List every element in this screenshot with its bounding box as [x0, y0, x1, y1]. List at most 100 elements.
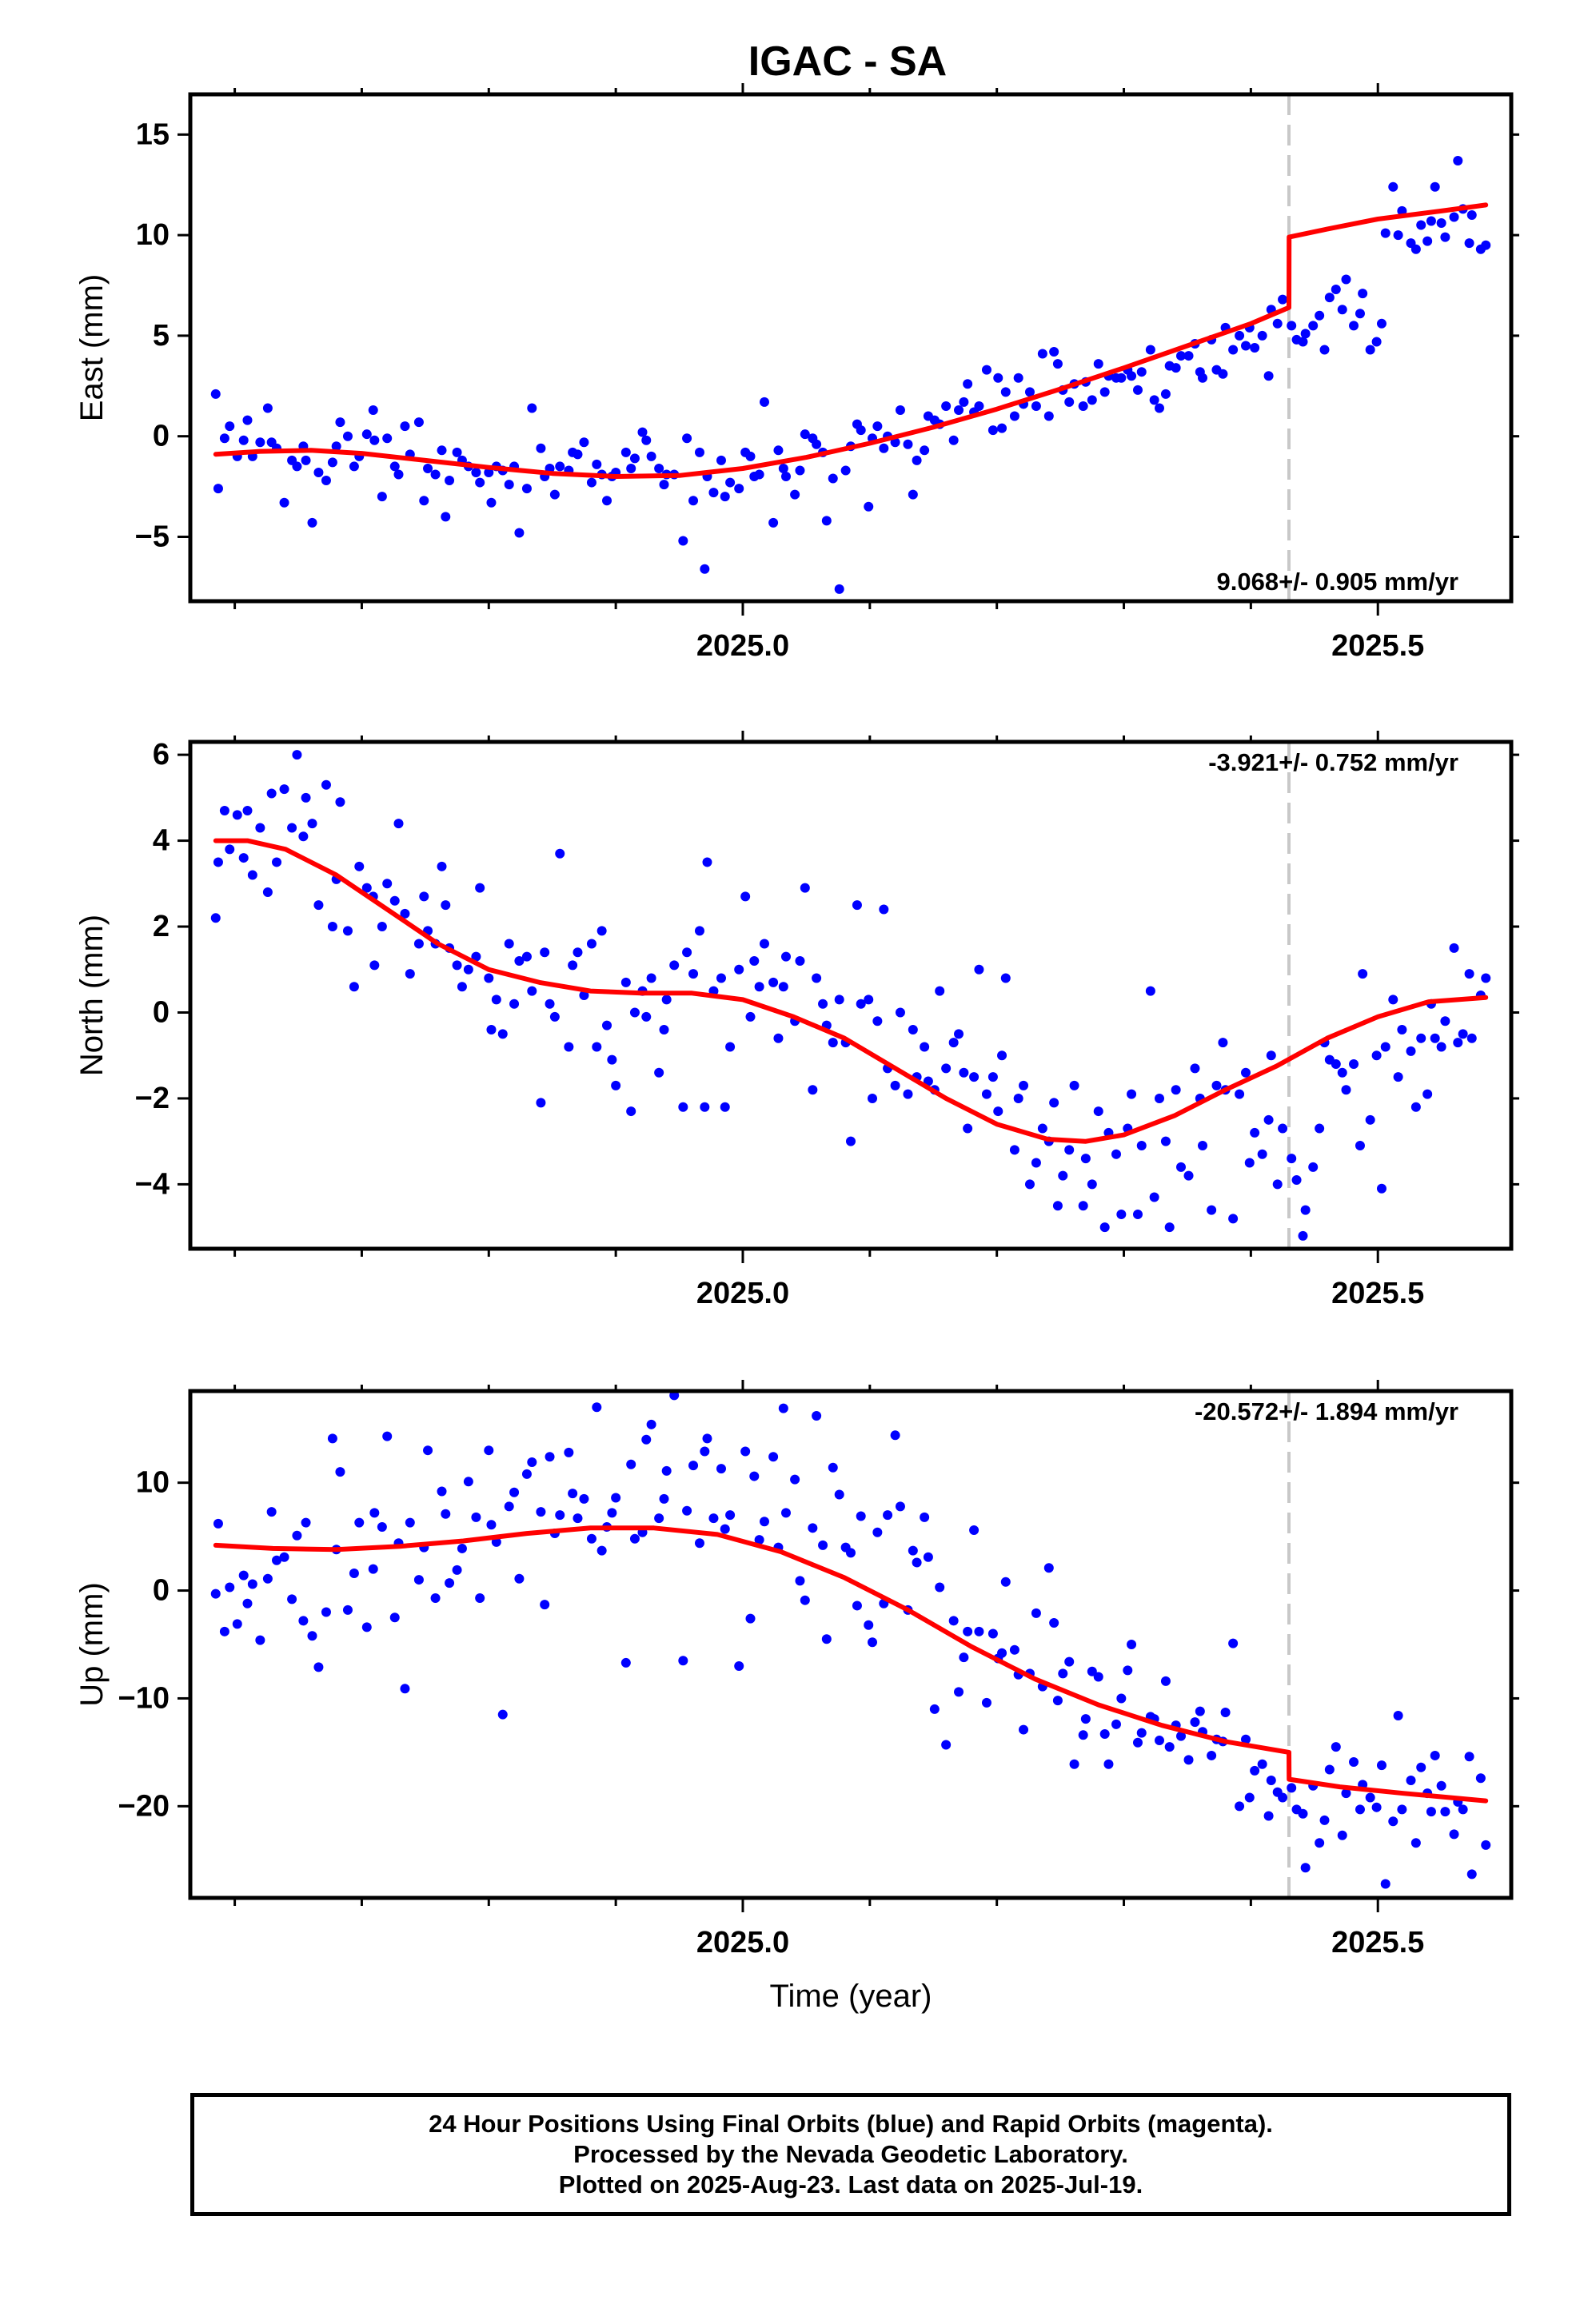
up-data-point [1393, 1711, 1403, 1721]
east-data-point [1127, 371, 1137, 381]
up-data-point [1123, 1665, 1133, 1676]
east-data-point [1436, 218, 1446, 229]
up-data-point [808, 1523, 818, 1533]
north-data-point [812, 973, 822, 983]
panels: −5 0 5 10 15 2025.0 2025.5 East (mm) 9.068+/- 0.… [74, 83, 1519, 2014]
up-data-point [1278, 1792, 1288, 1803]
east-data-point [1430, 181, 1440, 192]
north-data-point [720, 1102, 730, 1112]
north-data-point [1009, 1145, 1019, 1155]
up-data-point [1266, 1775, 1276, 1785]
east-data-point [573, 449, 583, 460]
up-panel: −20 −10 0 10 2025.0 2025.5 Up (mm) -20.572+/- 1… [74, 1380, 1519, 2014]
north-data-point [382, 879, 393, 889]
north-data-point [1099, 1222, 1110, 1233]
north-data-point [1355, 1141, 1365, 1151]
north-data-point [349, 982, 359, 992]
east-data-point [1145, 345, 1155, 355]
up-data-point [1355, 1804, 1365, 1815]
up-data-point [626, 1459, 636, 1469]
north-data-point [768, 977, 779, 987]
north-data-point [895, 1007, 905, 1018]
north-data-point [486, 1024, 497, 1034]
up-data-point [974, 1626, 984, 1636]
east-data-point [1308, 321, 1319, 331]
east-data-point [342, 431, 353, 441]
up-data-point [592, 1402, 602, 1413]
up-data-point [1241, 1734, 1251, 1744]
east-data-point [1341, 274, 1351, 285]
east-data-point [292, 461, 302, 472]
east-data-point [1416, 220, 1426, 230]
up-data-point [702, 1433, 712, 1444]
up-data-point [445, 1578, 455, 1589]
north-data-point [1341, 1085, 1351, 1095]
east-data-point [238, 435, 249, 445]
east-data-point [974, 401, 984, 411]
up-data-point [852, 1600, 862, 1611]
north-data-point [1149, 1192, 1159, 1202]
east-y-tick-label: 0 [153, 420, 170, 453]
east-data-point [327, 457, 337, 468]
east-data-point [452, 447, 462, 457]
east-data-point [997, 423, 1007, 433]
north-data-point [856, 999, 866, 1009]
up-data-point [912, 1557, 922, 1568]
east-data-point [700, 564, 710, 574]
up-data-point [821, 1634, 832, 1644]
up-data-point [504, 1501, 514, 1512]
east-data-point [637, 427, 648, 437]
north-data-point [579, 991, 589, 1000]
north-data-point [419, 891, 429, 902]
east-data-point [1257, 330, 1267, 341]
east-data-point [1218, 369, 1228, 379]
up-y-tick-label: −10 [118, 1681, 170, 1715]
north-y-tick-label: −4 [135, 1167, 170, 1201]
caption-line-3: Plotted on 2025-Aug-23. Last data on 202… [558, 2171, 1143, 2198]
north-panel: −4 −2 0 2 4 6 2025.0 2025.5 North (mm) -3.921+/- … [74, 731, 1519, 1310]
north-data-point [920, 1042, 930, 1052]
up-data-point [497, 1709, 508, 1720]
east-data-point [1013, 373, 1023, 383]
east-x-tick-label: 2025.5 [1331, 629, 1424, 663]
north-data-point [1190, 1063, 1200, 1074]
east-data-point [335, 417, 345, 428]
east-data-point [1287, 321, 1297, 331]
east-y-tick-label: 10 [136, 218, 170, 252]
up-data-point [437, 1486, 447, 1497]
north-data-point [864, 995, 874, 1005]
north-data-point [828, 1038, 838, 1048]
east-data-point [1453, 156, 1463, 166]
east-data-point [659, 480, 669, 490]
east-data-point [1388, 181, 1398, 192]
north-data-point [694, 926, 704, 936]
north-data-point [400, 908, 410, 919]
up-data-point [1426, 1807, 1436, 1817]
up-data-point [262, 1573, 273, 1584]
east-data-point [486, 497, 497, 508]
north-data-point [441, 900, 451, 911]
east-data-point [1241, 341, 1251, 351]
north-data-point [745, 1011, 756, 1022]
up-data-point [1080, 1714, 1091, 1724]
up-data-point [1078, 1730, 1088, 1740]
up-data-point [255, 1635, 265, 1645]
up-data-point [536, 1507, 546, 1517]
north-data-point [1263, 1114, 1274, 1125]
east-data-point [514, 528, 525, 538]
up-data-point [1244, 1792, 1255, 1803]
north-data-point [997, 1050, 1007, 1061]
north-data-point [1058, 1170, 1068, 1181]
east-data-point [1464, 238, 1474, 249]
north-data-point [1019, 1080, 1029, 1090]
up-data-point [1031, 1608, 1041, 1618]
north-data-point [1416, 1033, 1426, 1043]
east-y-tick-label: 15 [136, 118, 170, 151]
north-data-point [497, 1029, 508, 1039]
north-x-tick-label: 2025.0 [696, 1277, 789, 1310]
up-data-point [242, 1598, 253, 1608]
north-plot-area [210, 742, 1491, 1249]
east-data-point [1228, 345, 1239, 355]
up-data-point [997, 1648, 1007, 1658]
up-data-point [1410, 1838, 1421, 1848]
